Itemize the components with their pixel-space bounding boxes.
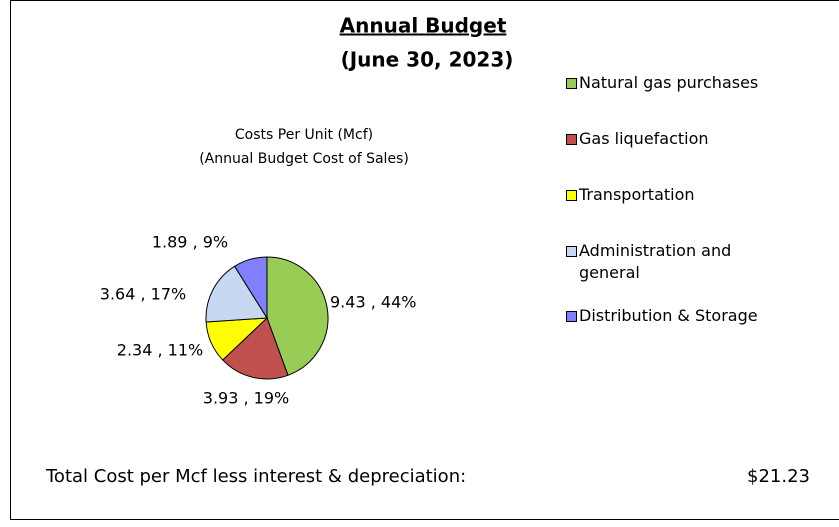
chart-title: Annual Budget	[340, 14, 507, 38]
legend-swatch	[566, 311, 577, 322]
legend-label: Administration and general	[579, 241, 732, 282]
pie-slice	[205, 265, 268, 323]
legend-label: Distribution & Storage	[579, 306, 758, 325]
footer-label: Total Cost per Mcf less interest & depre…	[45, 466, 466, 487]
subtitle: Costs Per Unit (Mcf)	[235, 127, 373, 143]
data-label: 2.34 , 11%	[117, 341, 203, 360]
footer-value: $21.23	[747, 466, 810, 487]
legend-entry: Distribution & Storage	[566, 305, 826, 327]
legend-label: Natural gas purchases	[579, 73, 759, 92]
data-label: 3.93 , 19%	[203, 389, 289, 408]
data-label: 1.89 , 9%	[152, 233, 228, 252]
legend-label: Transportation	[579, 185, 695, 204]
data-label: 3.64 , 17%	[100, 285, 186, 304]
legend-swatch	[566, 190, 577, 201]
data-label: 9.43 , 44%	[330, 293, 416, 312]
legend-swatch	[566, 246, 577, 257]
pie-slice	[233, 256, 268, 320]
subtitle: (Annual Budget Cost of Sales)	[199, 151, 409, 167]
legend-swatch	[566, 134, 577, 145]
pie-slice	[222, 317, 289, 380]
chart-title-date: (June 30, 2023)	[341, 48, 514, 72]
legend-label: Gas liquefaction	[579, 129, 709, 148]
legend-entry: Natural gas purchases	[566, 72, 826, 94]
legend-swatch	[566, 78, 577, 89]
legend-entry: Transportation	[566, 184, 826, 206]
legend-entry: Gas liquefaction	[566, 128, 826, 150]
legend-entry: Administration and general	[566, 240, 826, 284]
pie-slice	[266, 256, 329, 376]
